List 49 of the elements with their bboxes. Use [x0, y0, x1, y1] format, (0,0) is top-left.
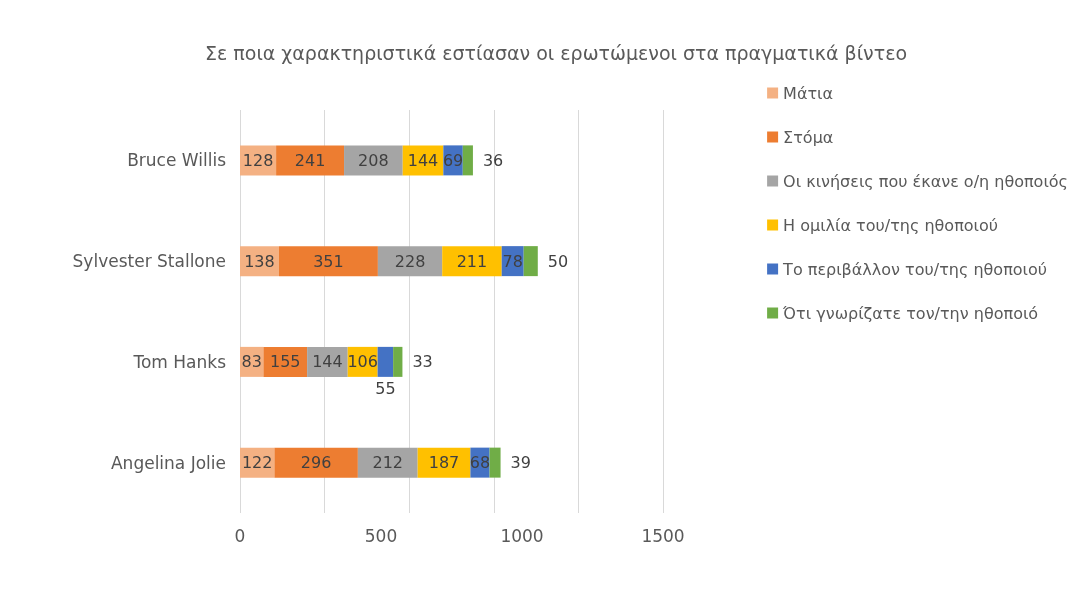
y-tick-label: Angelina Jolie — [110, 452, 226, 473]
data-label: 351 — [313, 251, 344, 271]
data-label: 128 — [242, 150, 274, 170]
y-tick-label: Sylvester Stallone — [72, 251, 226, 272]
bar — [274, 447, 358, 478]
bar — [489, 447, 501, 478]
legend-label: Στόμα — [783, 127, 834, 147]
data-label: 211 — [456, 251, 488, 271]
data-label: 68 — [469, 453, 491, 473]
data-label: 296 — [300, 453, 332, 473]
data-label: 36 — [482, 150, 504, 170]
data-label: 69 — [442, 150, 464, 170]
data-label: 144 — [407, 150, 439, 170]
legend-label: Ότι γνωρίζατε τον/την ηθοποιό — [782, 303, 1039, 323]
y-tick-label: Tom Hanks — [132, 351, 227, 372]
data-label: 39 — [510, 453, 531, 473]
legend-label: Οι κινήσεις που έκανε ο/η ηθοποιός — [783, 171, 1069, 191]
legend-label: Μάτια — [783, 83, 834, 103]
bar — [377, 346, 394, 377]
legend-label: Το περιβάλλον του/της ηθοποιού — [782, 259, 1048, 279]
data-label: 78 — [502, 251, 523, 271]
data-label: 212 — [372, 453, 404, 473]
bar — [357, 447, 418, 478]
x-tick-label: 1000 — [500, 525, 544, 546]
x-tick-label: 0 — [234, 525, 246, 546]
bar — [278, 246, 378, 277]
chart-title: Σε ποια χαρακτηριστικά εστίασαν οι ερωτώμενοι στα πραγματικά βίντεο — [205, 41, 908, 64]
bar — [523, 246, 538, 277]
bar — [442, 246, 502, 277]
bar — [462, 145, 473, 176]
data-label: 144 — [312, 352, 343, 372]
data-label: 208 — [358, 150, 389, 170]
data-label: 228 — [394, 251, 426, 271]
data-label: 83 — [241, 352, 262, 372]
data-label: 55 — [375, 379, 396, 399]
x-tick-label: 500 — [364, 525, 398, 546]
data-label: 50 — [547, 251, 569, 271]
data-label: 241 — [294, 150, 326, 170]
data-label: 122 — [241, 453, 273, 473]
data-label: 155 — [269, 352, 301, 372]
data-label: 138 — [244, 251, 275, 271]
x-tick-label: 1500 — [641, 525, 685, 546]
bar — [276, 145, 345, 176]
data-label: 106 — [347, 352, 378, 372]
legend-label: Η ομιλία του/της ηθοποιού — [783, 215, 999, 235]
y-tick-label: Bruce Willis — [127, 150, 227, 171]
data-label: 33 — [412, 352, 433, 372]
bar — [393, 346, 403, 377]
data-label: 187 — [428, 453, 460, 473]
